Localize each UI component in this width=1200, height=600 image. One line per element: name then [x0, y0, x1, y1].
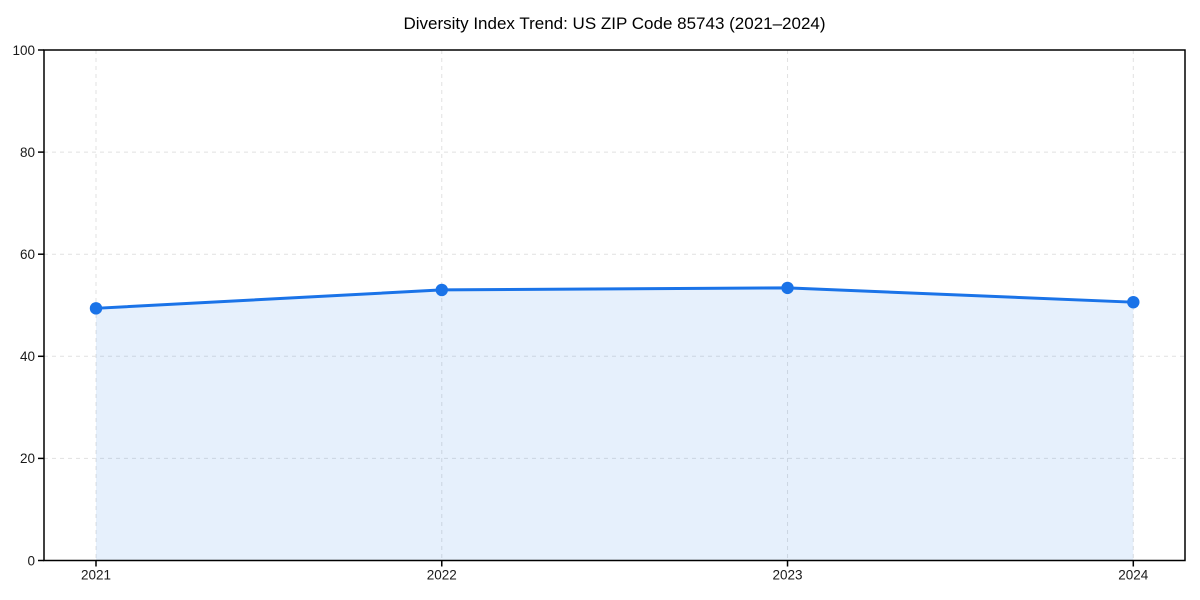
x-tick-label-2024: 2024	[1118, 568, 1149, 583]
y-tick-label-0: 0	[27, 553, 35, 568]
chart-title: Diversity Index Trend: US ZIP Code 85743…	[403, 14, 826, 33]
trend-line	[94, 286, 1135, 310]
x-tick-label-2023: 2023	[773, 568, 803, 583]
plot-border	[43, 49, 1186, 562]
data-point-2022	[435, 283, 448, 297]
area-fill	[96, 287, 1134, 561]
y-tick-label-40: 40	[20, 349, 35, 364]
x-tick-label-2021: 2021	[81, 568, 111, 583]
data-point-2023	[781, 281, 794, 295]
y-tick-label-80: 80	[20, 145, 35, 160]
y-tick-label-100: 100	[12, 43, 35, 58]
x-tick-label-2022: 2022	[427, 568, 457, 583]
y-tick-label-20: 20	[20, 451, 35, 466]
data-point-2024	[1127, 295, 1140, 309]
data-point-2021	[89, 302, 103, 315]
y-tick-label-60: 60	[20, 247, 35, 262]
